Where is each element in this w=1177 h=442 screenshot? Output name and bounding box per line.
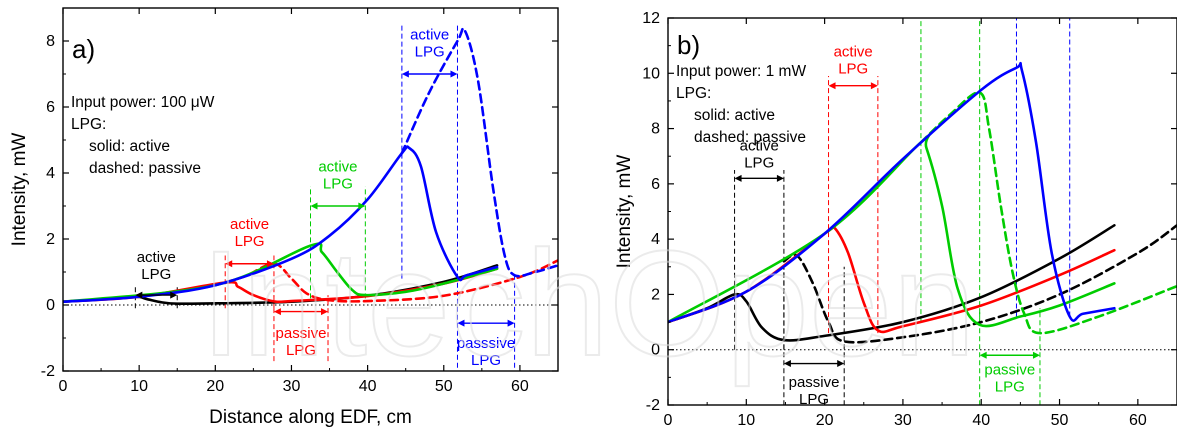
y-axis-title: Intensity, mW: [9, 133, 30, 247]
arrow-head-right: [776, 174, 784, 182]
lpg-label: active: [318, 158, 357, 175]
axes-frame: [62, 7, 559, 372]
lpg-label: active: [230, 216, 269, 233]
arrow-head-right: [837, 360, 845, 368]
legend-annotation-text: LPG:: [71, 116, 106, 133]
panel-label: a): [72, 34, 95, 64]
lpg-label: LPG: [995, 379, 1025, 396]
y-tick-label: -2: [41, 363, 55, 380]
lpg-label: active: [137, 249, 176, 266]
arrow-head-left: [225, 260, 233, 268]
lpg-label: LPG: [744, 155, 774, 172]
x-tick-label: 20: [816, 412, 834, 429]
lpg-label: LPG: [235, 233, 265, 250]
plot-area: [63, 24, 558, 368]
x-tick-label: 10: [130, 378, 148, 395]
y-tick-label: 6: [46, 99, 55, 116]
lpg-label: active: [834, 44, 873, 61]
panel-label: b): [677, 30, 700, 60]
lpg-label: LPG: [838, 61, 868, 78]
arrow-head-right: [1032, 351, 1040, 359]
arrow-head-right: [870, 82, 878, 90]
series-line-active: [63, 242, 499, 303]
y-tick-label: 8: [651, 121, 660, 138]
legend-annotation-text: solid: active: [89, 138, 170, 155]
arrow-head-left: [135, 291, 143, 299]
arrow-head-left: [457, 319, 465, 327]
x-tick-label: 20: [206, 378, 224, 395]
y-tick-label: 0: [651, 342, 660, 359]
legend-annotation-text: Input power: 1 mW: [676, 63, 806, 80]
arrow-head-right: [450, 70, 458, 78]
series-line-passive: [919, 91, 1177, 335]
lpg-label: LPG: [799, 391, 829, 408]
arrow-head-right: [507, 319, 515, 327]
legend-annotation-text: solid: active: [694, 107, 775, 124]
lpg-label: LPG: [323, 175, 353, 192]
series-line-passive: [400, 27, 558, 278]
y-axis-title: Intensity, mW: [614, 155, 635, 269]
y-tick-label: 4: [46, 165, 55, 182]
chart-panel-a: activeLPGactiveLPGactiveLPGactiveLPGpass…: [9, 7, 559, 428]
arrow-head-right: [321, 308, 329, 316]
arrow-head-left: [783, 360, 791, 368]
arrow-head-left: [273, 308, 281, 316]
y-tick-label: 10: [642, 65, 660, 82]
x-tick-label: 40: [972, 412, 990, 429]
legend-annotation-text: Input power: 100 μW: [71, 94, 215, 111]
lpg-label: LPG: [286, 342, 316, 359]
lpg-label: active: [410, 26, 449, 43]
x-tick-label: 50: [435, 378, 453, 395]
lpg-label: LPG: [471, 352, 501, 369]
chart-panel-b: activeLPGactiveLPGactiveLPGactiveLPGpass…: [614, 10, 1177, 442]
arrow-head-right: [170, 291, 178, 299]
series-line-passive: [782, 224, 1177, 344]
x-tick-label: 30: [283, 378, 301, 395]
arrow-head-right: [266, 260, 274, 268]
y-tick-label: 8: [46, 33, 55, 50]
x-tick-label: 60: [1129, 412, 1147, 429]
lpg-label: passsive: [457, 335, 515, 352]
y-tick-label: 0: [46, 297, 55, 314]
y-tick-label: 4: [651, 231, 660, 248]
x-tick-label: 30: [894, 412, 912, 429]
legend-annotation-text: dashed: passive: [694, 129, 806, 146]
x-tick-label: 60: [511, 378, 529, 395]
lpg-label: LPG: [141, 266, 171, 283]
y-tick-label: 12: [642, 10, 660, 27]
series-line-active: [668, 61, 1116, 324]
x-tick-label: 50: [1051, 412, 1069, 429]
lpg-label: passive: [276, 325, 327, 342]
arrow-head-left: [734, 174, 742, 182]
lpg-label: passive: [984, 362, 1035, 379]
arrow-head-right: [358, 202, 366, 210]
y-tick-label: -2: [646, 397, 660, 414]
x-tick-label: 10: [737, 412, 755, 429]
arrow-head-left: [979, 351, 987, 359]
x-axis-title: Distance along EDF, cm: [209, 407, 412, 428]
lpg-label: active: [740, 138, 779, 155]
y-tick-label: 6: [651, 176, 660, 193]
arrow-head-left: [310, 202, 318, 210]
x-tick-label: 0: [664, 412, 673, 429]
y-tick-label: 2: [651, 286, 660, 303]
lpg-label: passive: [789, 374, 840, 391]
arrow-head-left: [401, 70, 409, 78]
x-tick-label: 40: [359, 378, 377, 395]
series-line-active: [668, 224, 1116, 342]
x-tick-label: 0: [59, 378, 68, 395]
legend-annotation-text: LPG:: [676, 85, 711, 102]
plot-area: [668, 18, 1177, 405]
arrow-head-left: [828, 82, 836, 90]
y-tick-label: 2: [46, 231, 55, 248]
legend-annotation-text: dashed: passive: [89, 160, 201, 177]
lpg-label: LPG: [415, 43, 445, 60]
